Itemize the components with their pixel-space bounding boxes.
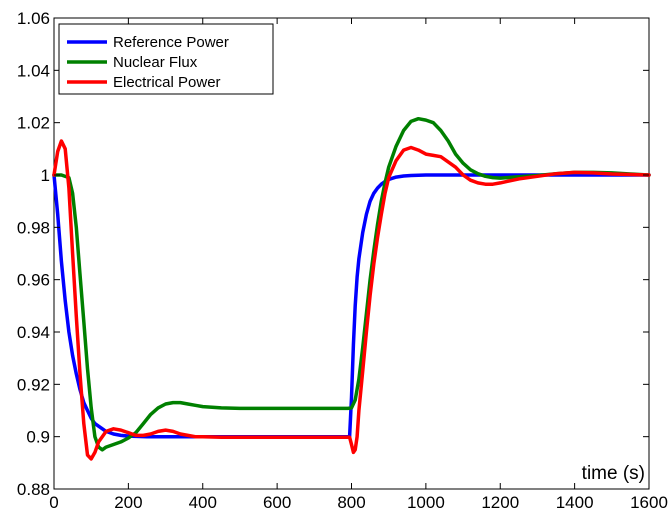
x-tick-label: 200 (114, 493, 142, 512)
y-tick-label: 1 (41, 166, 50, 185)
series-line-2 (52, 116, 651, 452)
x-tick-label: 400 (189, 493, 217, 512)
y-tick-label: 1.02 (17, 114, 50, 133)
series-layer (52, 116, 651, 461)
y-tick-label: 0.9 (26, 428, 50, 447)
legend-label-3: Electrical Power (113, 74, 221, 91)
x-tick-label: 800 (337, 493, 365, 512)
x-tick-label: 1200 (481, 493, 519, 512)
y-tick-label: 1.04 (17, 61, 50, 80)
y-tick-label: 0.88 (17, 480, 50, 499)
x-tick-label: 1400 (556, 493, 594, 512)
y-tick-label: 0.94 (17, 323, 50, 342)
legend: Reference Power Nuclear Flux Electrical Po… (58, 23, 274, 95)
y-tick-label: 1.06 (17, 9, 50, 28)
y-tick-label: 0.96 (17, 271, 50, 290)
series-line-3 (52, 139, 651, 461)
ticks-layer: 0 200 400 600 800 1000 1200 1400 1600 0.88 0.9 0.92… (17, 9, 668, 512)
x-tick-label: 0 (49, 493, 58, 512)
x-tick-label: 1000 (407, 493, 445, 512)
x-tick-label: 1600 (630, 493, 668, 512)
legend-label-2: Nuclear Flux (113, 54, 198, 71)
x-axis-title: time (s) (582, 463, 645, 484)
legend-label-1: Reference Power (113, 34, 229, 51)
x-tick-label: 600 (263, 493, 291, 512)
y-tick-label: 0.92 (17, 375, 50, 394)
y-tick-label: 0.98 (17, 218, 50, 237)
